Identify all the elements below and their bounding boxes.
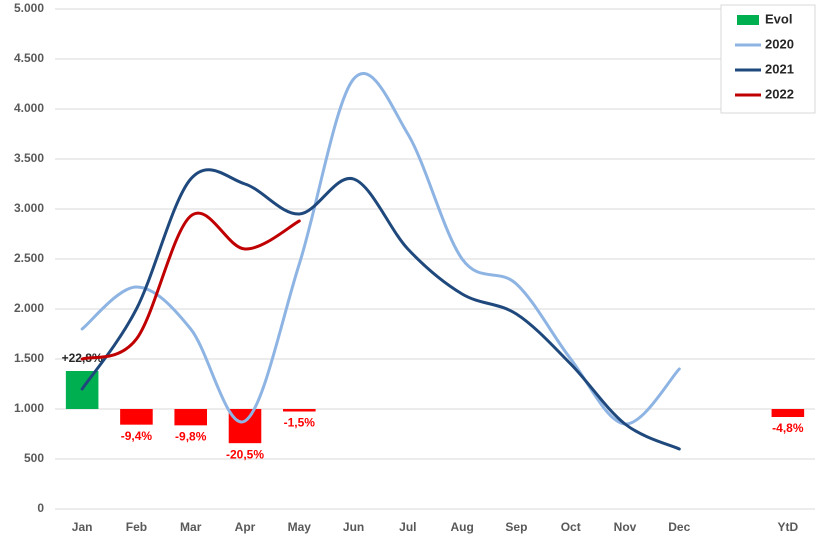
x-tick-label: Sep <box>505 520 527 534</box>
x-tick-label: Jan <box>72 520 93 534</box>
bar <box>120 409 153 425</box>
x-tick-label: Feb <box>126 520 147 534</box>
y-tick-label: 4.500 <box>14 51 44 65</box>
x-tick-label: Mar <box>180 520 202 534</box>
y-tick-label: 2.000 <box>14 301 44 315</box>
legend: Evol 2020 2021 2022 <box>720 4 816 114</box>
legend-label: 2021 <box>765 61 794 76</box>
y-tick-label: 500 <box>24 451 44 465</box>
data-label: -9,4% <box>121 429 153 443</box>
x-tick-label: Oct <box>561 520 581 534</box>
y-tick-label: 3.000 <box>14 201 44 215</box>
x-tick-label: YtD <box>778 520 799 534</box>
x-tick-label: Nov <box>614 520 637 534</box>
legend-swatch <box>737 15 759 25</box>
bar <box>771 409 805 417</box>
x-tick-label: Jun <box>343 520 364 534</box>
data-label: -1,5% <box>284 416 316 430</box>
legend-box <box>720 4 816 114</box>
line <box>80 211 301 361</box>
x-tick-label: Dec <box>668 520 690 534</box>
y-tick-label: 2.500 <box>14 251 44 265</box>
bar <box>283 409 316 412</box>
data-label: -20,5% <box>226 447 264 461</box>
line <box>80 168 681 451</box>
bar <box>174 409 207 426</box>
x-tick-label: Jul <box>399 520 416 534</box>
legend-label: Evol <box>765 11 792 26</box>
legend-label: 2022 <box>765 86 794 101</box>
y-tick-label: 1.000 <box>14 401 44 415</box>
y-tick-label: 1.500 <box>14 351 44 365</box>
line <box>80 71 681 426</box>
y-tick-label: 3.500 <box>14 151 44 165</box>
x-tick-label: Apr <box>235 520 256 534</box>
bar <box>228 409 262 444</box>
y-tick-label: 0 <box>37 501 44 515</box>
data-label: -9,8% <box>175 430 207 444</box>
data-label: -4,8% <box>772 421 804 435</box>
y-tick-label: 5.000 <box>14 1 44 15</box>
y-tick-label: 4.000 <box>14 101 44 115</box>
x-tick-label: May <box>288 520 312 534</box>
x-tick-label: Aug <box>450 520 473 534</box>
legend-label: 2020 <box>765 36 794 51</box>
